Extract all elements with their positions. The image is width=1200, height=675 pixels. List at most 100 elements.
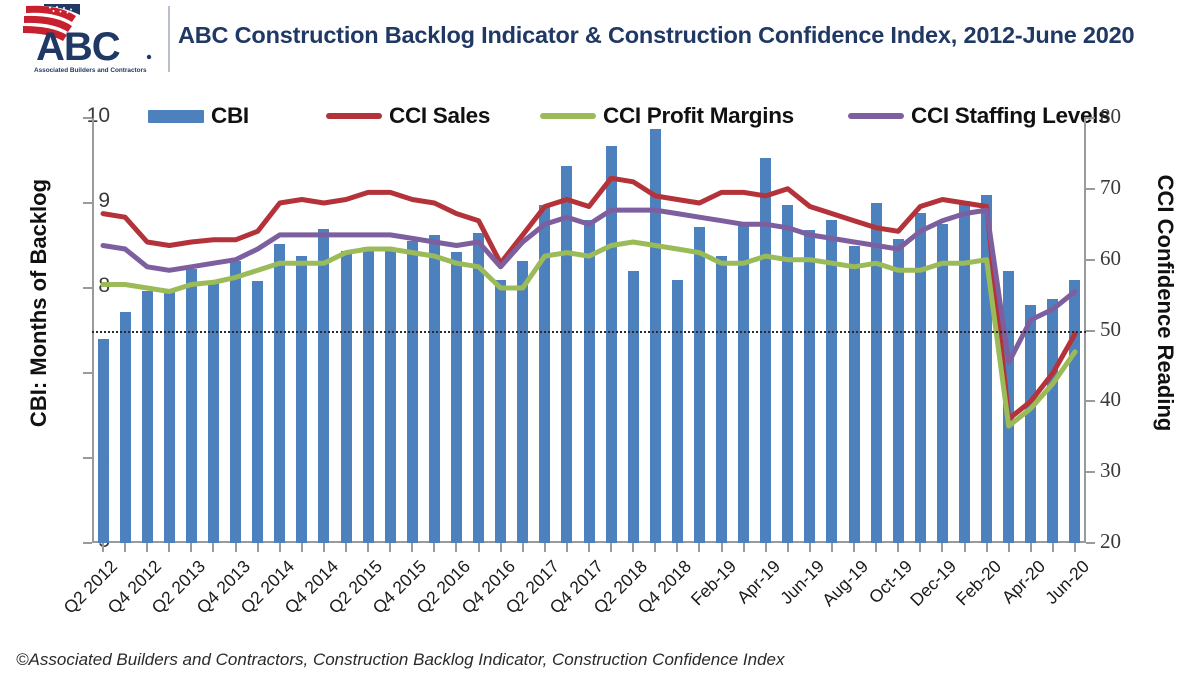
x-tick-mark <box>1073 543 1076 552</box>
y-tick-mark-left <box>83 287 92 289</box>
reference-line-7-5 <box>92 330 1086 333</box>
bar-Q4-2016 <box>495 279 507 543</box>
bar-May-20 <box>1047 299 1059 543</box>
x-tick-mark <box>212 543 215 552</box>
bar-Apr-19 <box>760 157 772 543</box>
legend-item-cbi: CBI <box>148 103 249 129</box>
y-tick-label-right: 20 <box>1100 529 1121 553</box>
x-tick-mark <box>1029 543 1032 552</box>
bar-Q4-2013 <box>230 260 242 543</box>
bar-Sep-19 <box>870 203 882 543</box>
x-tick-mark <box>411 543 414 552</box>
bar-Q4-2012 <box>141 290 153 543</box>
plot-area <box>92 118 1086 543</box>
y-tick-mark-right <box>1086 400 1095 403</box>
y-tick-mark-right <box>1086 542 1095 544</box>
x-tick-mark <box>389 543 392 552</box>
bar-Q3-2013 <box>207 281 219 543</box>
y-tick-mark-left <box>83 457 92 459</box>
bar-Q3-2012 <box>119 311 131 543</box>
x-tick-mark <box>234 543 237 552</box>
bar-Jul-19 <box>826 220 838 543</box>
legend-swatch-icon <box>326 113 382 119</box>
x-tick-mark <box>742 543 745 552</box>
bar-Q2-2012 <box>97 339 109 543</box>
x-tick-mark <box>190 543 193 552</box>
y-tick-label-right: 40 <box>1100 387 1121 412</box>
header-divider <box>168 6 170 72</box>
source-credit: ©Associated Builders and Contractors, Co… <box>16 650 785 669</box>
x-tick-mark <box>345 543 348 552</box>
x-tick-mark <box>830 543 833 552</box>
page-header: ABC Associated Builders and Contractors … <box>0 0 1200 82</box>
legend-item-cci-staffing-levels: CCI Staffing Levels <box>848 103 1111 129</box>
y-tick-label-right: 60 <box>1100 245 1121 270</box>
bar-Mar-19 <box>738 224 750 543</box>
bar-Q3-2016 <box>473 232 485 543</box>
legend-label: CBI <box>211 103 249 128</box>
bar-Aug-19 <box>848 245 860 543</box>
x-tick-mark <box>300 543 303 552</box>
y-tick-mark-right <box>1086 329 1095 332</box>
line-cci-staffing-levels <box>103 210 1075 362</box>
bar-Q3-2015 <box>384 248 396 543</box>
bar-Feb-20 <box>981 194 993 543</box>
bar-Q3-2014 <box>296 255 308 543</box>
y-tick-label-right: 80 <box>1100 104 1121 128</box>
x-tick-mark <box>102 543 105 552</box>
y-tick-mark-right <box>1086 471 1095 474</box>
y-tick-mark-left <box>83 117 92 119</box>
y-tick-label-left: 9 <box>98 189 110 212</box>
bar-Q2-2016 <box>450 252 462 543</box>
x-tick-mark <box>256 543 259 552</box>
x-tick-mark <box>124 543 127 552</box>
bar-Q2-2013 <box>185 269 197 543</box>
x-tick-mark <box>278 543 281 552</box>
cbi-bars <box>92 118 1086 543</box>
y-tick-mark-right <box>1086 117 1095 119</box>
x-tick-mark <box>367 543 370 552</box>
bar-Q4-2017 <box>583 220 595 543</box>
svg-text:Associated Builders and Contra: Associated Builders and Contractors <box>34 67 147 74</box>
x-tick-mark <box>786 543 789 552</box>
y-tick-mark-right <box>1086 187 1095 190</box>
x-tick-mark <box>985 543 988 552</box>
y-axis-right-title: CCI Confidence Reading <box>1153 174 1178 432</box>
bar-Jun-19 <box>804 230 816 543</box>
x-tick-mark <box>146 543 149 552</box>
bar-Q1-2018 <box>605 146 617 543</box>
bar-Dec-19 <box>936 224 948 543</box>
y-tick-label-right: 50 <box>1100 316 1121 341</box>
bar-Q1-2013 <box>163 291 175 543</box>
x-tick-mark <box>853 543 856 552</box>
bar-Apr-20 <box>1025 305 1037 543</box>
bar-Q1-2016 <box>428 235 440 543</box>
legend-label: CCI Staffing Levels <box>911 103 1111 128</box>
x-tick-mark <box>941 543 944 552</box>
x-tick-mark <box>654 543 657 552</box>
bar-Q2-2014 <box>274 243 286 543</box>
x-tick-mark <box>543 543 546 552</box>
x-tick-mark <box>455 543 458 552</box>
bar-Q4-2014 <box>318 228 330 543</box>
y-tick-mark-left <box>83 202 92 204</box>
bar-Q1-2015 <box>340 251 352 543</box>
bar-Q3-2018 <box>649 129 661 543</box>
abc-logo: ABC Associated Builders and Contractors <box>14 2 164 76</box>
bar-Q1-2019 <box>693 226 705 543</box>
bar-Q1-2014 <box>252 281 264 543</box>
x-tick-mark <box>808 543 811 552</box>
x-tick-mark <box>565 543 568 552</box>
x-tick-mark <box>698 543 701 552</box>
y-tick-label-right: 30 <box>1100 458 1121 483</box>
x-tick-mark <box>919 543 922 552</box>
x-tick-mark <box>632 543 635 552</box>
y-tick-mark-left <box>83 542 92 544</box>
bar-Q4-2015 <box>406 241 418 543</box>
bar-Q1-2017 <box>517 260 529 543</box>
x-tick-mark <box>963 543 966 552</box>
chart-legend: CBI CCI Sales CCI Profit Margins CCI Staffi… <box>148 103 1111 129</box>
y-tick-mark-left <box>83 372 92 374</box>
y-tick-mark-right <box>1086 258 1095 261</box>
